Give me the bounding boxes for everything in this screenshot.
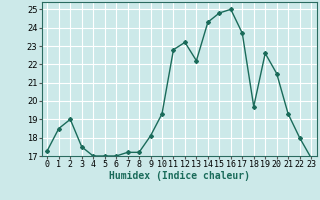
X-axis label: Humidex (Indice chaleur): Humidex (Indice chaleur): [109, 171, 250, 181]
